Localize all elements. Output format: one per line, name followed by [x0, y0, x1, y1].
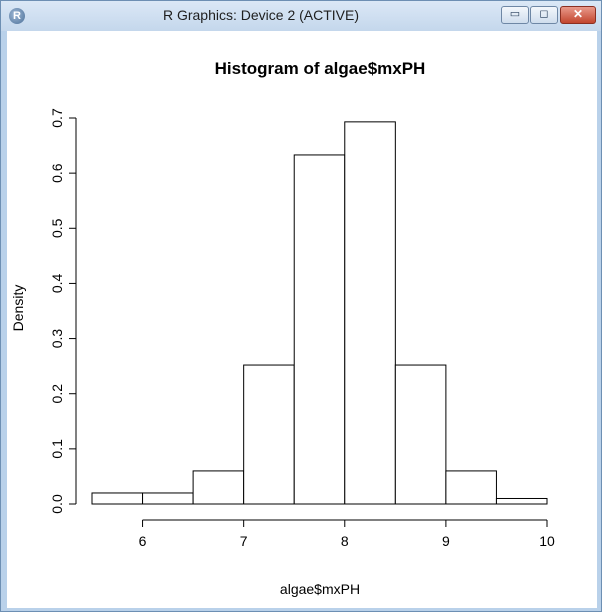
y-tick-label: 0.0: [49, 494, 65, 514]
y-tick-label: 0.6: [49, 163, 65, 183]
y-tick-label: 0.2: [49, 384, 65, 404]
histogram-bar-3: [243, 364, 295, 505]
x-axis-label: algae$mxPH: [280, 581, 360, 597]
window-title: R Graphics: Device 2 (ACTIVE): [162, 7, 360, 23]
r-app-icon[interactable]: R: [9, 8, 25, 24]
x-axis: 6 7 8 9 10: [139, 519, 555, 549]
y-tick-label: 0.1: [49, 439, 65, 459]
histogram-bars: [91, 121, 548, 505]
histogram-bar-4: [293, 154, 346, 505]
x-tick-label: 8: [341, 533, 349, 549]
x-tick-label: 10: [539, 533, 555, 549]
y-tick-label: 0.7: [49, 108, 65, 128]
x-tick-label: 7: [240, 533, 248, 549]
y-axis-label: Density: [10, 285, 26, 332]
x-tick-label: 6: [139, 533, 147, 549]
y-tick-label: 0.4: [49, 273, 65, 293]
window-titlebar[interactable]: R R Graphics: Device 2 (ACTIVE) ▭ ◻ ✕: [1, 1, 601, 31]
maximize-button[interactable]: ◻: [530, 6, 558, 24]
histogram-bar-7: [445, 470, 497, 505]
plot-canvas: 6 7 8 9 10 0.0 0.1 0.2 0.3 0.4 0.5 0.6 0.7 Histogra…: [7, 31, 597, 608]
x-tick-label: 9: [442, 533, 450, 549]
histogram-plot: 6 7 8 9 10 0.0 0.1 0.2 0.3 0.4 0.5 0.6 0.7 Histogra…: [10, 59, 555, 597]
histogram-bar-0: [91, 492, 144, 505]
chart-title: Histogram of algae$mxPH: [215, 59, 426, 78]
histogram-bar-1: [142, 492, 194, 505]
histogram-bar-6: [394, 364, 447, 505]
histogram-bar-5: [344, 121, 396, 505]
histogram-bar-8: [495, 497, 548, 505]
y-tick-label: 0.5: [49, 218, 65, 238]
y-axis: 0.0 0.1 0.2 0.3 0.4 0.5 0.6 0.7: [49, 108, 77, 514]
y-tick-label: 0.3: [49, 329, 65, 349]
histogram-bar-2: [192, 470, 245, 505]
close-button[interactable]: ✕: [560, 6, 596, 24]
minimize-button[interactable]: ▭: [501, 6, 529, 24]
